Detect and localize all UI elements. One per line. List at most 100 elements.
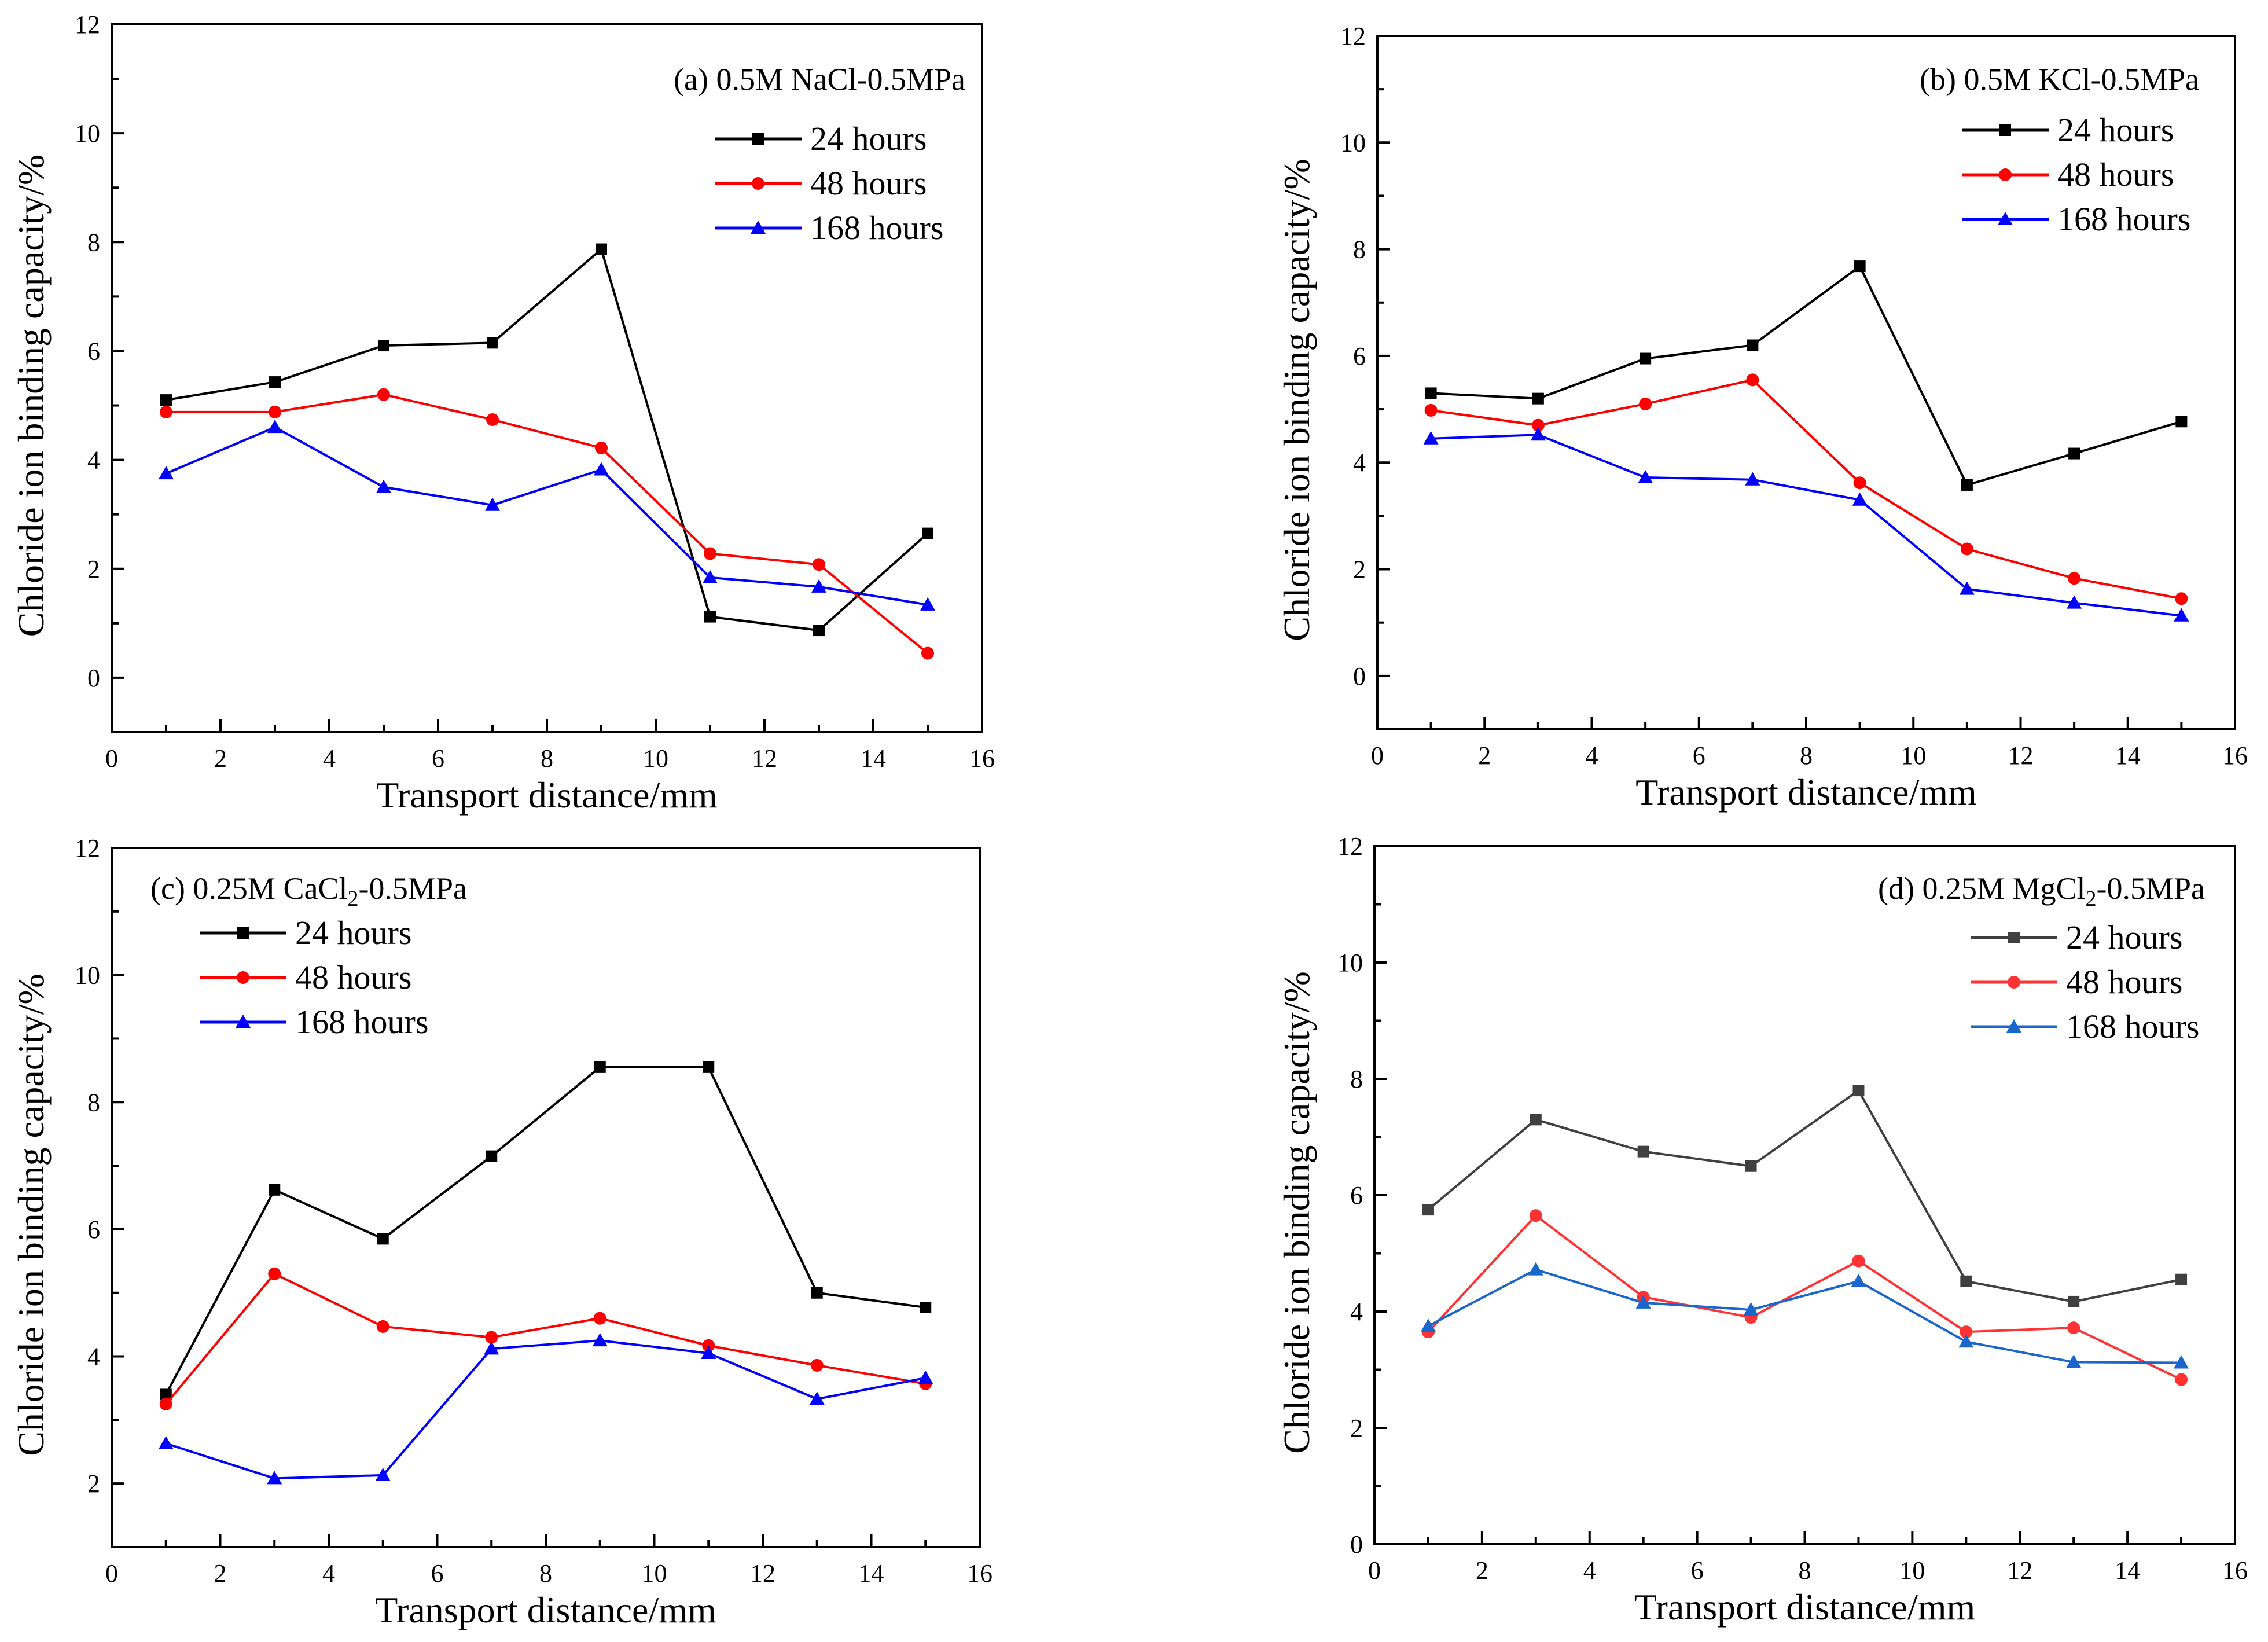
data-point xyxy=(269,376,281,388)
legend-label: 168 hours xyxy=(295,1003,428,1041)
data-point xyxy=(594,1061,606,1073)
y-tick-label: 6 xyxy=(1350,1181,1363,1210)
x-tick-label: 12 xyxy=(750,1559,775,1588)
data-point xyxy=(593,1312,606,1325)
legend-marker xyxy=(1999,124,2011,136)
data-point xyxy=(1852,1085,1865,1097)
x-tick-label: 14 xyxy=(2115,741,2141,770)
data-point xyxy=(376,1320,389,1333)
data-point xyxy=(1959,581,1975,595)
legend-label: 24 hours xyxy=(2057,111,2174,149)
data-point xyxy=(2068,572,2081,585)
data-point xyxy=(921,646,934,660)
legend-label: 24 hours xyxy=(2066,919,2182,956)
y-tick-label: 12 xyxy=(75,834,100,862)
data-point xyxy=(2174,608,2189,622)
legend-marker xyxy=(1999,168,2012,181)
data-point xyxy=(1960,1275,1972,1287)
data-point xyxy=(378,340,389,352)
data-point xyxy=(918,1370,933,1384)
data-point xyxy=(485,497,500,511)
series-line xyxy=(1431,379,2182,600)
series-line xyxy=(166,426,928,606)
data-point xyxy=(2175,1273,2188,1285)
data-point xyxy=(704,611,716,623)
data-point xyxy=(2066,1354,2082,1368)
legend-entry: 48 hours xyxy=(200,958,411,996)
data-point xyxy=(485,1331,498,1344)
x-tick-label: 6 xyxy=(432,744,444,773)
series-168-hours xyxy=(1420,1262,2189,1369)
panel-title-part: -0.5MPa xyxy=(2097,871,2205,906)
data-point xyxy=(1746,373,1759,387)
legend-entry: 168 hours xyxy=(1971,1008,2199,1045)
x-tick-label: 12 xyxy=(2007,1556,2032,1585)
data-point xyxy=(2175,1373,2188,1386)
x-tick-label: 2 xyxy=(214,1559,227,1588)
data-point xyxy=(1637,1145,1649,1158)
plot-frame xyxy=(111,847,981,1548)
data-point xyxy=(595,441,608,454)
data-point xyxy=(1960,1325,1973,1339)
data-point xyxy=(811,579,826,593)
legend-label: 48 hours xyxy=(2057,156,2174,193)
panel-title: (b) 0.5M KCl-0.5MPa xyxy=(1920,62,2199,97)
data-point xyxy=(376,479,391,493)
data-point xyxy=(1528,1262,1543,1276)
data-point xyxy=(377,388,390,401)
x-tick-label: 6 xyxy=(1691,1556,1704,1585)
legend-entry: 48 hours xyxy=(1971,963,2182,1001)
x-axis-title: Transport distance/mm xyxy=(1634,1586,1976,1628)
data-point xyxy=(813,558,825,571)
data-point xyxy=(701,1346,716,1360)
y-tick-label: 4 xyxy=(1350,1298,1363,1326)
x-tick-label: 2 xyxy=(214,744,227,773)
legend-marker xyxy=(752,177,764,190)
legend-marker xyxy=(236,1015,251,1028)
legend-entry: 168 hours xyxy=(1962,200,2190,238)
data-point xyxy=(1852,492,1868,506)
data-point xyxy=(703,1061,715,1073)
data-point xyxy=(269,1184,281,1196)
y-tick-label: 0 xyxy=(1353,662,1366,690)
panel-title-part: (b) 0.5M KCl-0.5MPa xyxy=(1920,62,2199,97)
panel-title: (a) 0.5M NaCl-0.5MPa xyxy=(674,62,965,97)
y-tick-label: 2 xyxy=(1353,556,1366,584)
data-point xyxy=(486,1150,498,1162)
x-tick-label: 16 xyxy=(967,1559,993,1588)
y-tick-label: 6 xyxy=(87,1215,100,1244)
panel-title-part: (a) 0.5M NaCl-0.5MPa xyxy=(674,62,965,97)
x-tick-label: 2 xyxy=(1476,1556,1488,1585)
x-tick-label: 0 xyxy=(1371,741,1384,770)
y-axis-title: Chloride ion binding capacity/% xyxy=(10,974,52,1456)
data-point xyxy=(922,527,933,539)
x-tick-label: 0 xyxy=(1368,1556,1381,1585)
x-axis-title: Transport distance/mm xyxy=(375,1589,716,1630)
y-tick-label: 12 xyxy=(75,10,100,39)
data-point xyxy=(268,1267,281,1280)
panel-title-subscript: 2 xyxy=(2086,887,2097,911)
data-point xyxy=(1424,403,1438,417)
x-tick-label: 16 xyxy=(969,744,995,773)
legend-marker xyxy=(2006,1019,2021,1033)
y-tick-label: 6 xyxy=(87,337,100,365)
series-24-hours xyxy=(1425,260,2188,491)
data-point xyxy=(1851,1273,1866,1287)
y-tick-label: 8 xyxy=(87,1088,100,1116)
data-point xyxy=(1638,470,1653,484)
data-point xyxy=(1530,1114,1542,1126)
y-tick-label: 8 xyxy=(1350,1065,1363,1093)
data-point xyxy=(702,1339,715,1352)
y-tick-label: 4 xyxy=(87,1343,100,1371)
x-tick-label: 14 xyxy=(2115,1556,2140,1585)
panel-title: (d) 0.25M MgCl2-0.5MPa xyxy=(1878,871,2205,911)
x-tick-label: 8 xyxy=(1799,1556,1811,1585)
y-tick-label: 10 xyxy=(1337,949,1363,977)
data-point xyxy=(1640,352,1652,365)
panel-title-part: (c) 0.25M CaCl xyxy=(150,871,347,906)
data-point xyxy=(1747,339,1759,351)
legend-label: 168 hours xyxy=(810,209,943,247)
y-tick-label: 2 xyxy=(87,1470,100,1498)
data-point xyxy=(375,1467,391,1481)
